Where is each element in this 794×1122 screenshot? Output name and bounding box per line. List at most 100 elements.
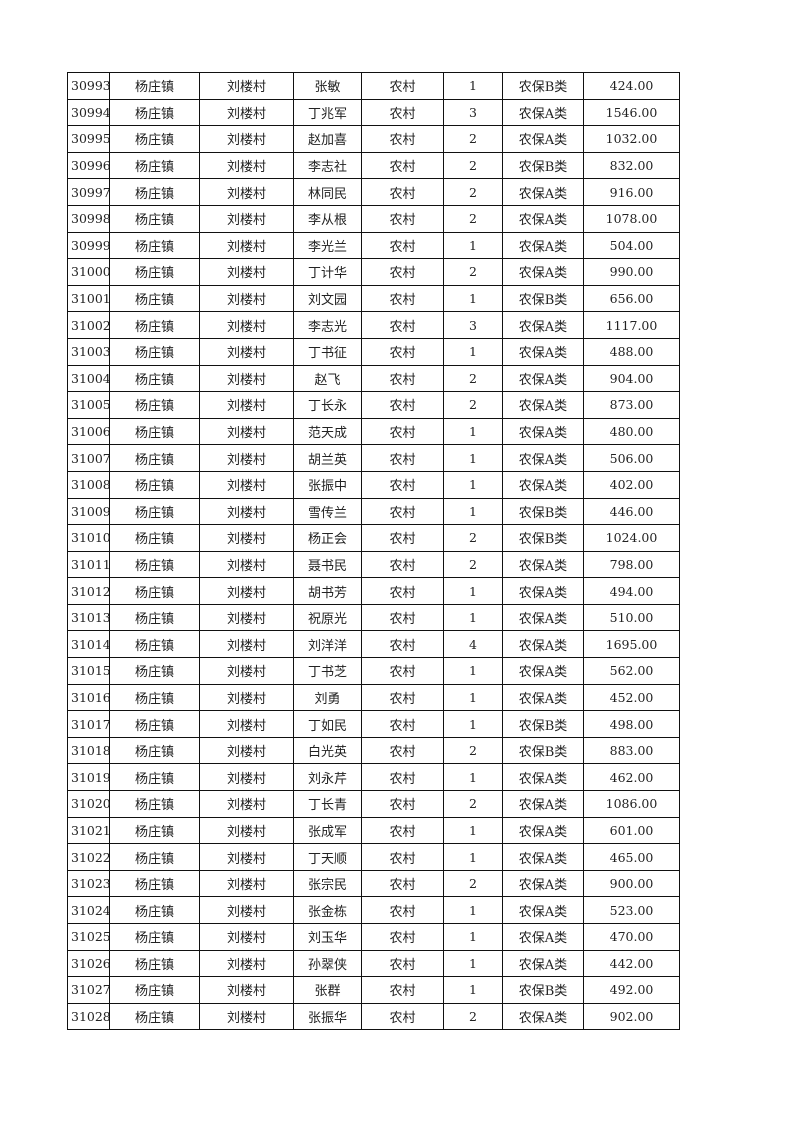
cell-insurance-category: 农保A类 — [502, 470, 584, 499]
cell-insurance-category: 农保B类 — [502, 710, 584, 738]
table-row: 30994 杨庄镇 刘楼村 丁兆军 农村 3 农保A类 1546.00 — [67, 98, 680, 127]
cell-household-count: 2 — [443, 151, 503, 180]
cell-residence-type: 农村 — [361, 72, 444, 100]
cell-name: 张群 — [293, 976, 362, 1004]
cell-name: 丁天顺 — [293, 843, 362, 871]
table-body: 30993 杨庄镇 刘楼村 张敏 农村 1 农保B类 424.00 30994 杨庄镇 刘楼村 丁兆军… — [67, 72, 680, 1031]
cell-village: 刘楼村 — [199, 603, 294, 632]
cell-household-count: 1 — [443, 976, 503, 1004]
cell-row-id: 31009 — [67, 497, 110, 526]
cell-residence-type: 农村 — [361, 391, 444, 419]
cell-insurance-category: 农保A类 — [502, 258, 584, 286]
cell-town: 杨庄镇 — [109, 896, 200, 924]
table-row: 31003 杨庄镇 刘楼村 丁书征 农村 1 农保A类 488.00 — [67, 337, 680, 366]
cell-town: 杨庄镇 — [109, 231, 200, 260]
cell-name: 丁如民 — [293, 710, 362, 738]
cell-name: 刘永芹 — [293, 763, 362, 792]
cell-insurance-category: 农保A类 — [502, 790, 584, 818]
cell-amount: 1024.00 — [583, 524, 680, 552]
cell-amount: 832.00 — [583, 151, 680, 180]
cell-insurance-category: 农保B类 — [502, 497, 584, 526]
cell-household-count: 1 — [443, 444, 503, 472]
table-row: 31022 杨庄镇 刘楼村 丁天顺 农村 1 农保A类 465.00 — [67, 843, 680, 871]
cell-household-count: 1 — [443, 603, 503, 632]
cell-name: 林同民 — [293, 178, 362, 206]
cell-row-id: 30994 — [67, 98, 110, 127]
data-table: 30993 杨庄镇 刘楼村 张敏 农村 1 农保B类 424.00 30994 杨庄镇 刘楼村 丁兆军… — [67, 72, 680, 1031]
cell-row-id: 31015 — [67, 657, 110, 685]
cell-insurance-category: 农保B类 — [502, 976, 584, 1004]
cell-village: 刘楼村 — [199, 497, 294, 526]
cell-village: 刘楼村 — [199, 577, 294, 605]
table-row: 31020 杨庄镇 刘楼村 丁长青 农村 2 农保A类 1086.00 — [67, 790, 680, 818]
cell-row-id: 31007 — [67, 444, 110, 472]
cell-village: 刘楼村 — [199, 763, 294, 792]
cell-name: 刘文园 — [293, 284, 362, 313]
cell-name: 李光兰 — [293, 231, 362, 260]
cell-village: 刘楼村 — [199, 204, 294, 233]
cell-household-count: 1 — [443, 231, 503, 260]
cell-residence-type: 农村 — [361, 790, 444, 818]
cell-residence-type: 农村 — [361, 550, 444, 579]
cell-amount: 656.00 — [583, 284, 680, 313]
cell-town: 杨庄镇 — [109, 630, 200, 659]
cell-row-id: 31025 — [67, 923, 110, 951]
cell-residence-type: 农村 — [361, 923, 444, 951]
cell-residence-type: 农村 — [361, 603, 444, 632]
cell-residence-type: 农村 — [361, 444, 444, 472]
cell-village: 刘楼村 — [199, 1002, 294, 1031]
cell-amount: 510.00 — [583, 603, 680, 632]
cell-insurance-category: 农保A类 — [502, 98, 584, 127]
cell-town: 杨庄镇 — [109, 178, 200, 206]
cell-insurance-category: 农保B类 — [502, 736, 584, 765]
cell-town: 杨庄镇 — [109, 869, 200, 898]
cell-name: 李志社 — [293, 151, 362, 180]
cell-village: 刘楼村 — [199, 444, 294, 472]
cell-insurance-category: 农保B类 — [502, 284, 584, 313]
cell-household-count: 1 — [443, 816, 503, 845]
cell-name: 李志光 — [293, 311, 362, 339]
cell-row-id: 30999 — [67, 231, 110, 260]
cell-household-count: 1 — [443, 470, 503, 499]
cell-row-id: 30995 — [67, 125, 110, 153]
table-row: 30998 杨庄镇 刘楼村 李从根 农村 2 农保A类 1078.00 — [67, 204, 680, 233]
cell-village: 刘楼村 — [199, 736, 294, 765]
cell-residence-type: 农村 — [361, 816, 444, 845]
cell-town: 杨庄镇 — [109, 710, 200, 738]
cell-town: 杨庄镇 — [109, 444, 200, 472]
cell-name: 丁计华 — [293, 258, 362, 286]
cell-village: 刘楼村 — [199, 417, 294, 446]
cell-row-id: 31010 — [67, 524, 110, 552]
cell-village: 刘楼村 — [199, 231, 294, 260]
cell-name: 张敏 — [293, 72, 362, 100]
table-row: 31006 杨庄镇 刘楼村 范天成 农村 1 农保A类 480.00 — [67, 417, 680, 446]
cell-row-id: 31011 — [67, 550, 110, 579]
cell-household-count: 1 — [443, 417, 503, 446]
cell-village: 刘楼村 — [199, 683, 294, 712]
table-row: 31013 杨庄镇 刘楼村 祝原光 农村 1 农保A类 510.00 — [67, 603, 680, 632]
cell-row-id: 30993 — [67, 72, 110, 100]
table-row: 31008 杨庄镇 刘楼村 张振中 农村 1 农保A类 402.00 — [67, 470, 680, 499]
cell-amount: 424.00 — [583, 72, 680, 100]
cell-village: 刘楼村 — [199, 284, 294, 313]
cell-household-count: 1 — [443, 896, 503, 924]
cell-village: 刘楼村 — [199, 657, 294, 685]
table-row: 30997 杨庄镇 刘楼村 林同民 农村 2 农保A类 916.00 — [67, 178, 680, 206]
cell-row-id: 31000 — [67, 258, 110, 286]
cell-residence-type: 农村 — [361, 949, 444, 978]
cell-residence-type: 农村 — [361, 311, 444, 339]
cell-insurance-category: 农保A类 — [502, 364, 584, 393]
cell-residence-type: 农村 — [361, 524, 444, 552]
table-row: 31024 杨庄镇 刘楼村 张金栋 农村 1 农保A类 523.00 — [67, 896, 680, 924]
table-row: 31011 杨庄镇 刘楼村 聂书民 农村 2 农保A类 798.00 — [67, 550, 680, 579]
cell-village: 刘楼村 — [199, 869, 294, 898]
cell-insurance-category: 农保B类 — [502, 72, 584, 100]
cell-amount: 494.00 — [583, 577, 680, 605]
cell-row-id: 31018 — [67, 736, 110, 765]
cell-amount: 873.00 — [583, 391, 680, 419]
cell-insurance-category: 农保A类 — [502, 417, 584, 446]
cell-household-count: 1 — [443, 497, 503, 526]
cell-row-id: 31024 — [67, 896, 110, 924]
cell-residence-type: 农村 — [361, 896, 444, 924]
table-row: 31009 杨庄镇 刘楼村 雪传兰 农村 1 农保B类 446.00 — [67, 497, 680, 526]
